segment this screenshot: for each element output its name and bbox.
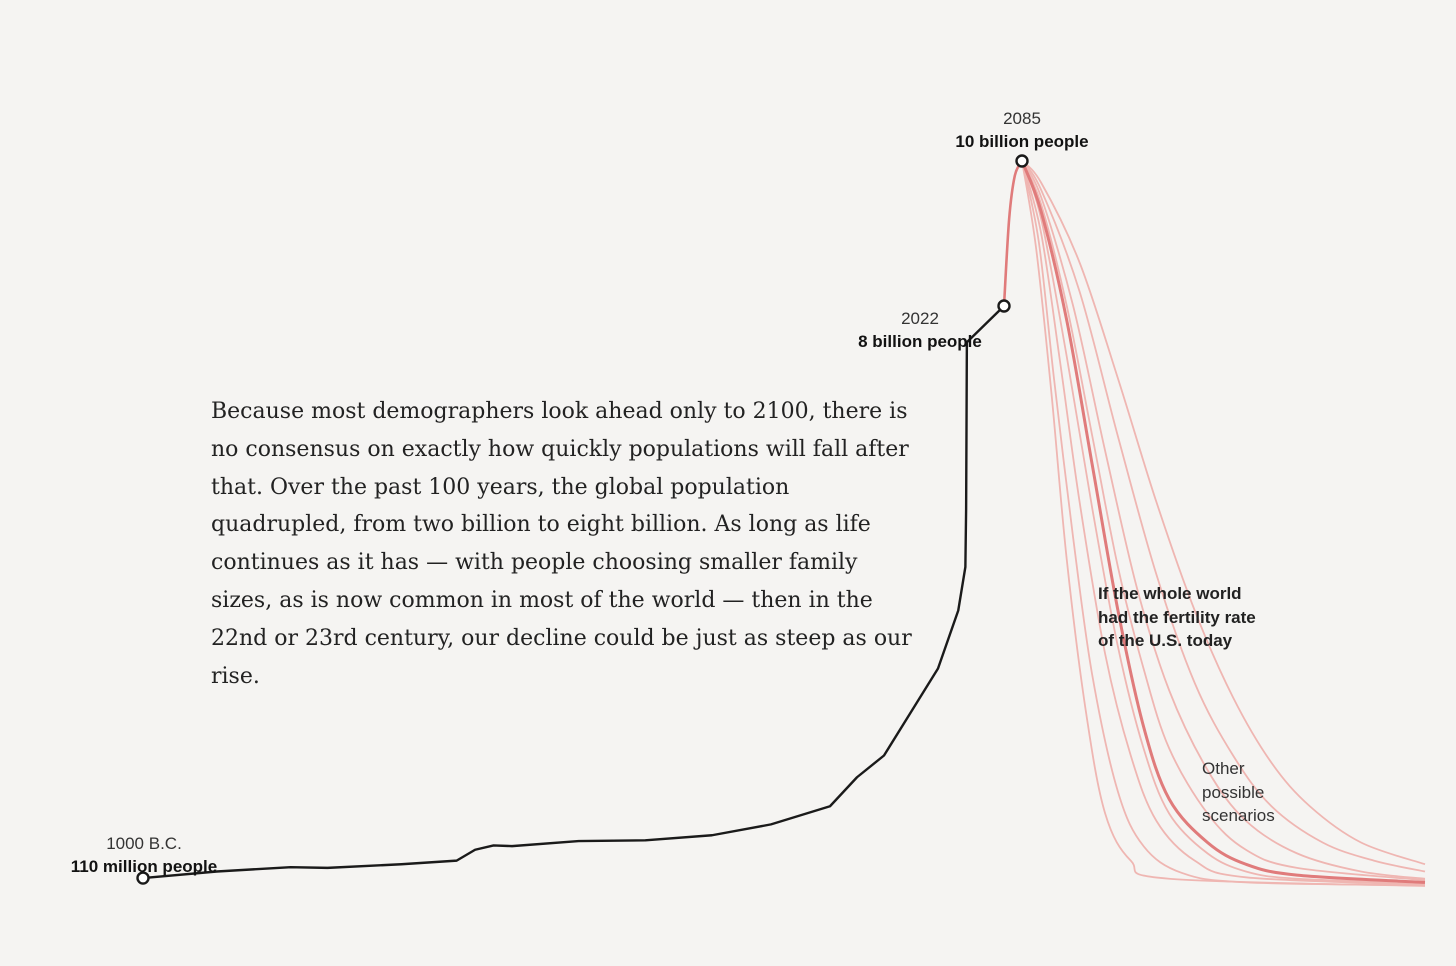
projection-line <box>1002 160 1024 307</box>
other-scenario-line-4 <box>1021 160 1426 873</box>
other-scenario-line-5 <box>1021 160 1426 880</box>
current-marker <box>997 299 1011 313</box>
markers <box>136 154 1029 885</box>
other-scenario-line-8 <box>1021 160 1426 886</box>
other-scenarios-label: Other possible scenarios <box>1202 759 1275 825</box>
other-scenario-line-10 <box>1021 160 1426 887</box>
us-fertility-scenario-label: If the whole world had the fertility rat… <box>1098 584 1256 650</box>
start-marker <box>136 871 150 885</box>
start-value-label: 110 million people <box>70 857 218 876</box>
other-scenario-line-3 <box>1021 160 1426 866</box>
current-annotation: 2022 8 billion people <box>850 307 990 353</box>
scenario-lines <box>1021 160 1426 887</box>
current-value-label: 8 billion people <box>858 332 982 351</box>
narrative-text: Because most demographers look ahead onl… <box>211 399 912 689</box>
history-line <box>142 305 1005 880</box>
us-fertility-scenario-line <box>1020 160 1426 884</box>
peak-annotation: 2085 10 billion people <box>947 107 1097 153</box>
start-year-label: 1000 B.C. <box>106 834 182 853</box>
peak-value-label: 10 billion people <box>955 132 1089 151</box>
current-year-label: 2022 <box>901 309 939 328</box>
other-scenario-line-7 <box>1021 160 1426 884</box>
start-annotation: 1000 B.C. 110 million people <box>64 832 224 878</box>
peak-marker <box>1015 154 1029 168</box>
other-scenario-line-6 <box>1021 160 1426 882</box>
peak-year-label: 2085 <box>1003 109 1041 128</box>
